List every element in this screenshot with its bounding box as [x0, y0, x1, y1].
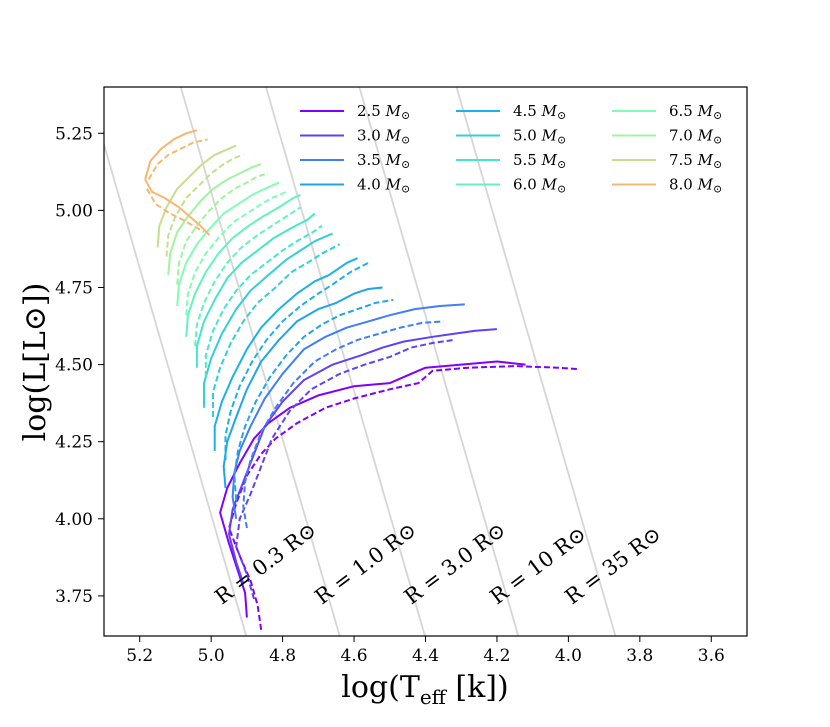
track-3-5-dashed — [242, 320, 444, 529]
radius-line — [265, 87, 426, 636]
track-7-5-solid — [156, 144, 237, 248]
track-4-5-solid — [213, 257, 358, 451]
track-4-0-dashed — [233, 298, 394, 501]
legend-label: 5.5 M⊙ — [513, 151, 566, 171]
x-tick-label: 3.8 — [626, 646, 653, 666]
y-tick-label: 5.25 — [55, 124, 93, 144]
radius-lines — [104, 87, 617, 636]
track-7-5-dashed — [165, 153, 244, 257]
radius-label: R = 0.3 R⊙ — [210, 518, 320, 610]
y-axis-ticks: 3.75 4.00 4.25 4.50 4.75 5.00 5.25 — [55, 124, 104, 607]
radius-line — [455, 87, 617, 636]
x-tick-label: 4.8 — [269, 646, 296, 666]
track-3-5-solid — [231, 303, 465, 519]
track-6-5-solid — [176, 181, 280, 307]
legend-label: 5.0 M⊙ — [513, 127, 566, 147]
y-tick-label: 4.00 — [55, 510, 93, 530]
plot-frame — [103, 86, 748, 637]
track-6-5-dashed — [185, 190, 287, 316]
radius-line — [179, 87, 341, 636]
track-8-0-solid — [144, 179, 211, 236]
track-4-0-solid — [222, 286, 383, 489]
x-tick-label: 5.2 — [126, 646, 153, 666]
y-tick-label: 4.25 — [55, 433, 93, 453]
track-7-0-solid — [167, 163, 262, 276]
track-8-0-solid-b — [144, 129, 198, 180]
track-5-5-solid — [195, 212, 316, 368]
x-tick-label: 5.0 — [198, 646, 225, 666]
legend-label: 7.5 M⊙ — [669, 151, 722, 171]
legend-label: 8.0 M⊙ — [669, 176, 722, 196]
legend-label: 4.5 M⊙ — [513, 102, 566, 122]
legend-label: 2.5 M⊙ — [357, 102, 410, 122]
track-5-0-solid — [203, 232, 333, 408]
track-8-0-dashed-b — [147, 138, 208, 181]
x-tick-label: 4.0 — [555, 646, 582, 666]
track-6-0-solid — [185, 193, 301, 337]
legend-label: 6.0 M⊙ — [513, 176, 566, 196]
track-7-0-dashed — [176, 172, 269, 285]
evolution-tracks — [144, 129, 580, 630]
track-3-0-solid — [228, 328, 497, 584]
track-2-5-solid — [219, 360, 526, 618]
track-5-5-dashed — [204, 224, 323, 377]
track-4-5-dashed — [224, 261, 369, 461]
legend-label: 3.0 M⊙ — [357, 127, 410, 147]
x-axis-title: log(Teff [k]) — [341, 670, 508, 709]
legend-label: 4.0 M⊙ — [357, 176, 410, 196]
legend-label: 7.0 M⊙ — [669, 127, 722, 147]
y-tick-label: 4.50 — [55, 356, 93, 376]
y-tick-label: 4.75 — [55, 278, 93, 298]
x-axis-ticks: 5.2 5.0 4.8 4.6 4.4 4.2 4.0 3.8 3.6 — [126, 636, 725, 666]
track-8-0-dashed — [146, 188, 205, 233]
y-tick-label: 5.00 — [55, 201, 93, 221]
track-3-0-dashed — [235, 338, 455, 600]
legend: 2.5 M⊙ 3.0 M⊙ 3.5 M⊙ 4.0 M⊙ 4.5 M⊙ 5.0 M⊙ 5.5 … — [300, 102, 722, 196]
radius-line — [104, 141, 248, 636]
radius-labels: R = 0.3 R⊙R = 1.0 R⊙R = 3.0 R⊙R = 10 R⊙R… — [210, 518, 665, 610]
track-5-0-dashed — [212, 243, 341, 417]
x-tick-label: 4.2 — [483, 646, 510, 666]
y-tick-label: 3.75 — [55, 587, 93, 607]
x-tick-label: 4.4 — [412, 646, 439, 666]
x-tick-label: 4.6 — [341, 646, 368, 666]
legend-label: 3.5 M⊙ — [357, 151, 410, 171]
legend-label: 6.5 M⊙ — [669, 102, 722, 122]
track-6-0-dashed — [194, 206, 302, 347]
y-axis-title: log(L[L⊙]) — [18, 283, 53, 442]
x-tick-label: 3.6 — [698, 646, 725, 666]
radius-line — [358, 87, 520, 636]
